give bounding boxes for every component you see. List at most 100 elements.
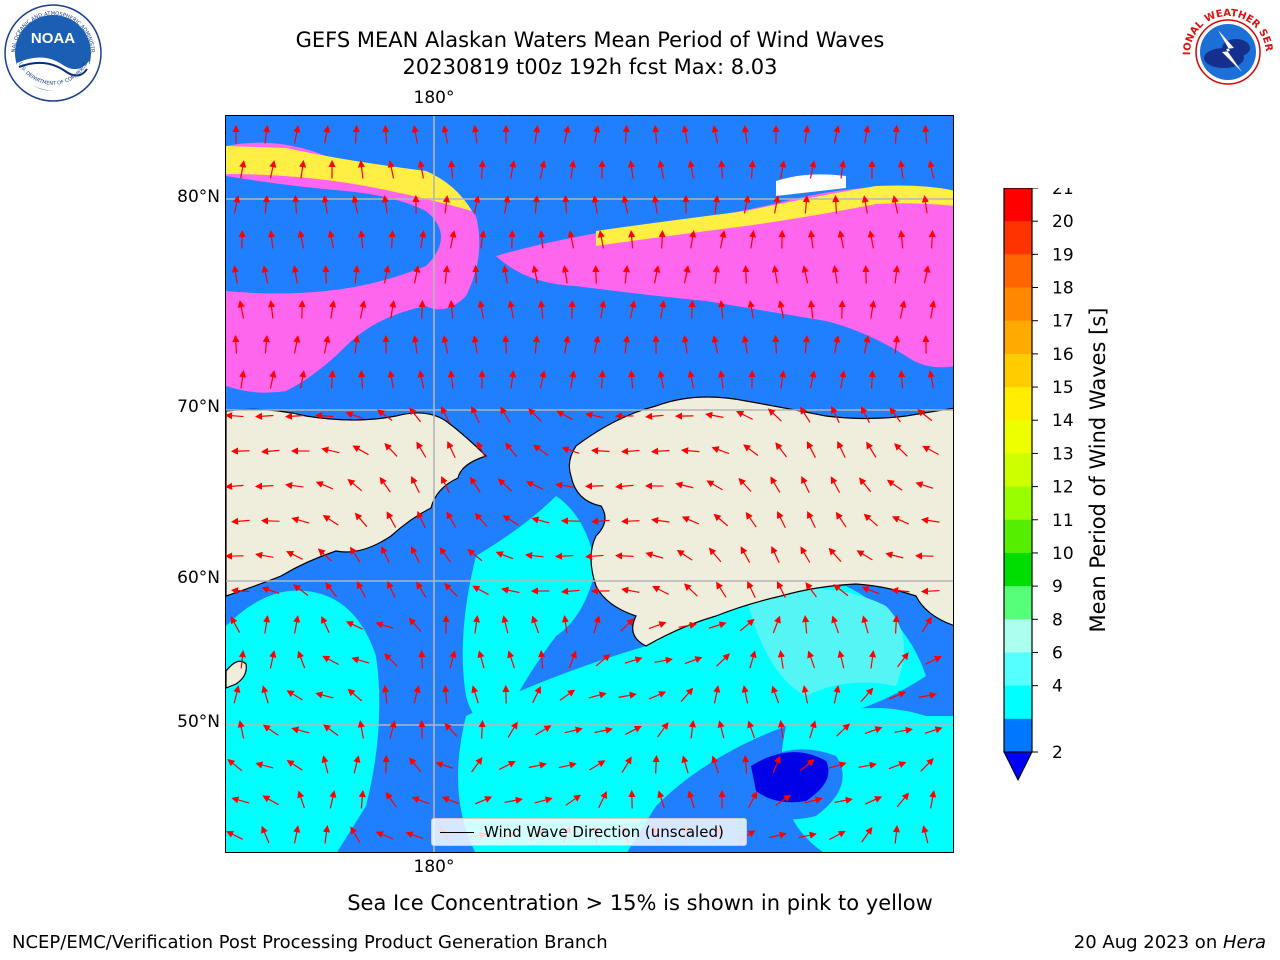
wave-arrow bbox=[469, 476, 481, 493]
wave-arrow bbox=[467, 549, 483, 562]
wave-arrow bbox=[284, 412, 304, 420]
wave-arrow bbox=[532, 334, 540, 354]
wave-arrow bbox=[448, 159, 456, 179]
wave-arrow bbox=[357, 159, 366, 179]
wave-arrow bbox=[539, 160, 547, 179]
wave-arrow bbox=[589, 760, 606, 771]
wave-arrow bbox=[749, 230, 757, 249]
wave-arrow bbox=[471, 124, 480, 144]
wave-arrow bbox=[593, 615, 601, 634]
land-chukotka bbox=[226, 408, 488, 597]
wave-arrow bbox=[537, 299, 546, 319]
wave-arrow bbox=[866, 441, 877, 458]
wave-arrow bbox=[749, 650, 757, 669]
wave-arrow bbox=[711, 335, 719, 354]
wave-arrow bbox=[807, 511, 816, 529]
wave-arrow bbox=[507, 650, 516, 669]
wave-arrow bbox=[837, 440, 846, 459]
wave-arrow bbox=[532, 444, 549, 456]
wave-arrow bbox=[922, 445, 939, 456]
colorbar-tick-label: 10 bbox=[1052, 544, 1074, 564]
wave-arrow bbox=[614, 482, 634, 490]
colorbar-tick-label: 20 bbox=[1052, 212, 1074, 232]
wave-arrow bbox=[653, 265, 661, 284]
wave-arrow bbox=[711, 755, 719, 774]
wave-arrow bbox=[745, 511, 757, 528]
wave-arrow bbox=[322, 655, 339, 666]
wave-arrow bbox=[897, 652, 909, 668]
wave-arrow bbox=[771, 685, 780, 704]
wave-arrow bbox=[771, 545, 780, 564]
wave-arrow bbox=[323, 125, 331, 144]
wave-arrow bbox=[352, 264, 360, 284]
colorbar-tick-label: 6 bbox=[1052, 643, 1063, 663]
wave-arrow bbox=[806, 441, 816, 458]
wave-arrow bbox=[650, 516, 670, 525]
wave-arrow bbox=[861, 195, 869, 214]
wave-arrow bbox=[444, 583, 458, 597]
wave-arrow bbox=[293, 615, 301, 634]
wave-arrow bbox=[717, 720, 725, 739]
wave-arrow bbox=[807, 229, 816, 249]
wave-arrow bbox=[921, 616, 932, 633]
wave-arrow bbox=[418, 299, 426, 319]
wave-arrow bbox=[892, 614, 900, 634]
wave-arrow bbox=[597, 230, 605, 249]
nws-logo: NATIONAL WEATHER SERVICE bbox=[1178, 2, 1276, 100]
wave-arrow bbox=[382, 124, 390, 144]
wave-arrow bbox=[650, 447, 670, 455]
colorbar-cell bbox=[1004, 420, 1032, 454]
wave-arrow bbox=[357, 720, 365, 739]
colorbar-cell bbox=[1004, 387, 1032, 421]
wave-arrow bbox=[711, 446, 730, 455]
wave-arrow bbox=[239, 160, 247, 179]
wave-arrow bbox=[449, 650, 457, 669]
wave-arrow bbox=[705, 411, 724, 419]
wave-arrow bbox=[928, 229, 936, 249]
wave-arrow bbox=[231, 796, 250, 804]
wave-arrow bbox=[687, 370, 695, 389]
wave-arrow bbox=[561, 265, 569, 284]
wave-arrow bbox=[747, 300, 755, 319]
wave-arrow bbox=[590, 517, 610, 525]
footer-date-text: 20 Aug 2023 on bbox=[1073, 932, 1223, 953]
wave-arrow bbox=[915, 481, 934, 489]
wave-arrow bbox=[472, 264, 480, 284]
wave-arrow bbox=[856, 550, 873, 561]
wave-arrow bbox=[622, 264, 630, 284]
colorbar-tick-label: 11 bbox=[1052, 511, 1074, 531]
wave-arrow bbox=[539, 370, 547, 389]
wave-arrow bbox=[226, 482, 244, 490]
wave-arrow bbox=[261, 685, 269, 704]
wave-arrow bbox=[479, 230, 487, 249]
footer-date: 20 Aug 2023 on Hera bbox=[1074, 932, 1266, 953]
wave-arrow bbox=[801, 475, 810, 494]
wave-arrow bbox=[833, 584, 849, 597]
wave-arrow bbox=[351, 195, 359, 214]
wave-arrow bbox=[416, 441, 427, 458]
wave-arrow bbox=[830, 476, 841, 493]
wave-arrow bbox=[598, 369, 606, 389]
wave-arrow bbox=[716, 653, 730, 667]
wave-arrow bbox=[748, 159, 756, 179]
wave-arrow bbox=[439, 547, 451, 563]
wave-arrow bbox=[652, 754, 660, 774]
chart-title: GEFS MEAN Alaskan Waters Mean Period of … bbox=[295, 28, 885, 52]
wave-arrow bbox=[293, 125, 301, 144]
wave-arrow bbox=[809, 160, 817, 179]
wave-arrow bbox=[314, 412, 334, 420]
wave-arrow bbox=[411, 125, 419, 144]
colorbar-cell bbox=[1004, 619, 1032, 653]
wave-arrow bbox=[495, 551, 514, 560]
wave-arrow bbox=[921, 516, 940, 524]
wave-arrow bbox=[885, 551, 904, 559]
wave-arrow bbox=[377, 409, 393, 421]
colorbar-cell bbox=[1004, 685, 1032, 720]
wave-arrow bbox=[923, 265, 931, 284]
wave-arrow bbox=[561, 446, 580, 454]
wave-arrow bbox=[651, 195, 659, 214]
ice-yellow-west bbox=[226, 146, 472, 211]
colorbar-cell bbox=[1004, 519, 1032, 554]
wave-arrow bbox=[775, 794, 792, 806]
wave-arrow bbox=[345, 411, 364, 420]
